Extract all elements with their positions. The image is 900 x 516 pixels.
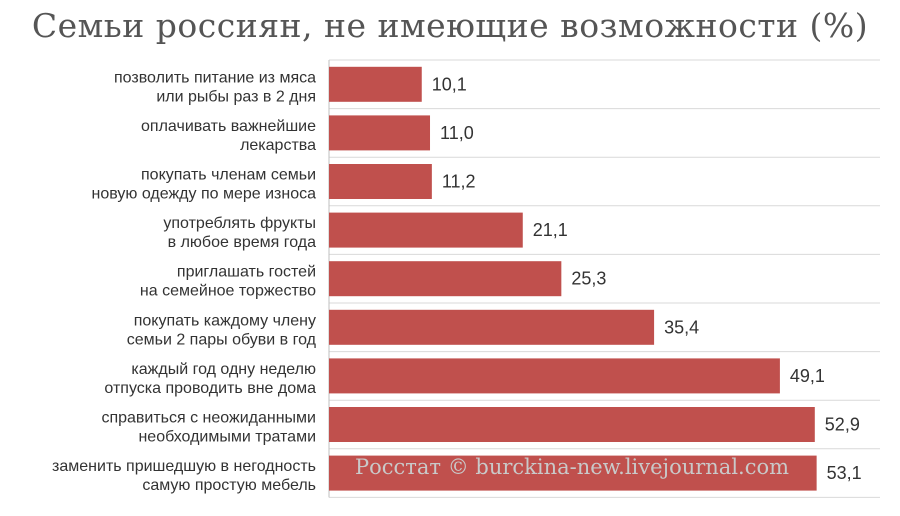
value-label: 49,1 [790, 366, 825, 386]
value-label: 11,2 [442, 172, 476, 192]
value-label: 21,1 [533, 220, 568, 240]
bar [329, 455, 817, 491]
value-labels: 10,1 11,0 11,2 21,1 25,3 35,4 49,1 52,9 53,1 [432, 74, 862, 483]
category-label: покупать каждому члену семьи 2 пары обуви… [127, 312, 317, 348]
value-label: 53,1 [827, 463, 862, 483]
bar [329, 261, 562, 297]
bar [329, 66, 422, 102]
category-labels: позволить питание из мяса или рыбы раз в … [52, 69, 317, 494]
category-label: каждый год одну неделю отпуска проводить … [104, 361, 316, 397]
category-label: оплачивать важнейшие лекарства [141, 118, 316, 154]
bar [329, 164, 432, 199]
value-label: 10,1 [432, 74, 467, 94]
category-label: справиться с неожиданными необходимыми тр… [101, 410, 316, 446]
bar [329, 115, 431, 151]
category-label: позволить питание из мяса или рыбы раз в … [114, 69, 316, 105]
value-label: 11,0 [440, 123, 474, 143]
chart-title: Семьи россиян, не имеющие возможности (%… [31, 6, 869, 45]
bar [329, 309, 655, 345]
bars [329, 66, 817, 491]
bar [329, 212, 523, 248]
category-label: покупать членам семьи новую одежду по мер… [92, 167, 317, 203]
watermark: Росстат © burckina-new.livejournal.com [355, 455, 789, 479]
value-label: 25,3 [571, 269, 606, 289]
bar [329, 358, 780, 394]
value-label: 35,4 [664, 317, 699, 337]
category-label: заменить пришедшую в негодность самую про… [52, 458, 316, 494]
category-label: приглашать гостей на семейное торжество [140, 264, 316, 300]
bar [329, 407, 815, 442]
value-label: 52,9 [825, 415, 860, 435]
category-label: употреблять фрукты в любое время года [163, 215, 316, 251]
